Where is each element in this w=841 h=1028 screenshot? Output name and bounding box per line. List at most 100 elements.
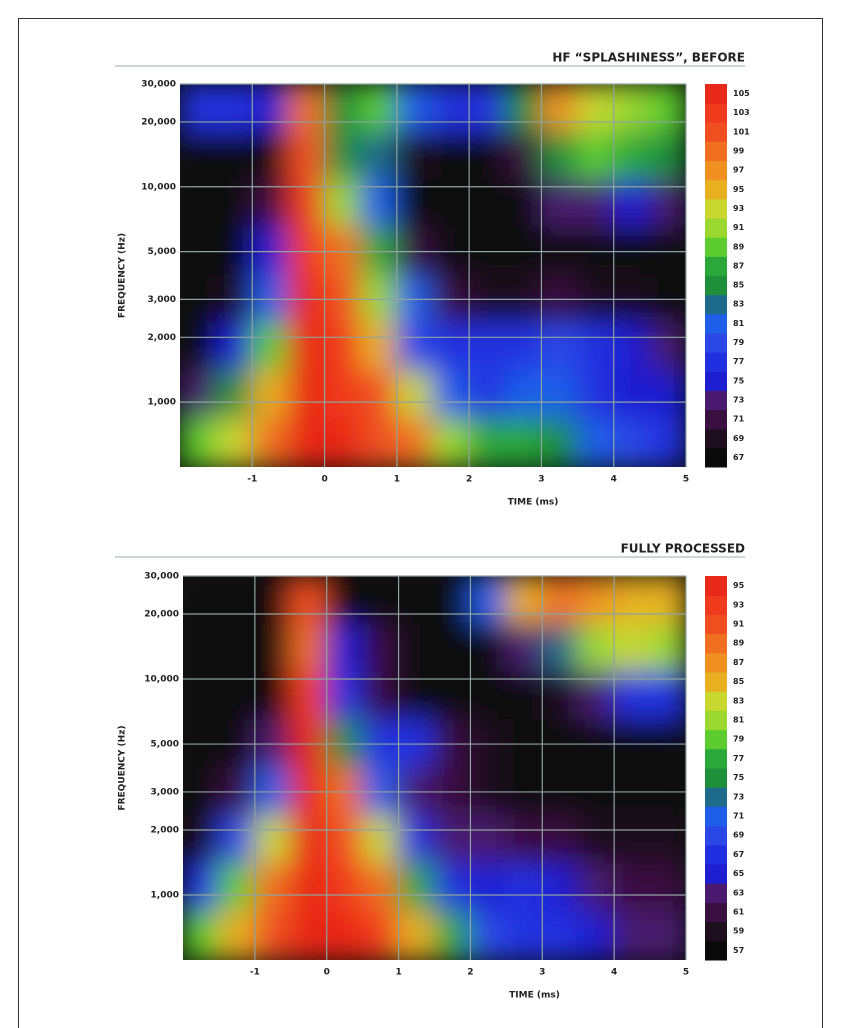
colorbar-swatch xyxy=(705,614,727,635)
heat-cell xyxy=(361,623,400,673)
y-tick-label: 20,000 xyxy=(141,117,176,127)
heat-cell xyxy=(505,623,544,673)
heat-cell xyxy=(468,130,507,181)
heat-cell xyxy=(504,418,543,467)
heat-cell xyxy=(325,623,364,673)
colorbar-swatch xyxy=(705,768,727,788)
heat-cell xyxy=(287,418,326,467)
heat-cell xyxy=(541,576,580,625)
colorbar-swatch xyxy=(705,691,727,711)
heat-cell xyxy=(648,130,686,181)
colorbar-swatch xyxy=(705,332,727,353)
heat-cell xyxy=(612,130,651,181)
heat-cell xyxy=(648,418,686,467)
y-tick-label: 2,000 xyxy=(148,333,176,343)
heat-cell xyxy=(215,130,254,181)
x-tick-label: 3 xyxy=(538,475,544,485)
heat-cell xyxy=(395,84,434,133)
heat-cell xyxy=(577,623,616,673)
heat-cell xyxy=(504,370,543,421)
heat-cell xyxy=(325,911,364,960)
heat-cell xyxy=(251,418,290,467)
colorbar-swatch xyxy=(705,672,727,692)
heat-cell xyxy=(397,863,436,913)
colorbar-swatch xyxy=(705,256,727,276)
colorbar-label: 83 xyxy=(733,300,744,309)
heat-cell xyxy=(576,370,615,421)
heat-cell xyxy=(361,911,400,960)
colorbar-swatch xyxy=(705,729,727,750)
heat-cell xyxy=(540,84,579,133)
colorbar-label: 81 xyxy=(733,716,745,725)
heat-cell xyxy=(469,863,508,913)
colorbar-swatch xyxy=(705,902,727,923)
y-axis-label: FREQUENCY (Hz) xyxy=(118,725,128,810)
heat-cell xyxy=(613,863,652,913)
colorbar-swatch xyxy=(705,844,727,865)
y-tick-label: 5,000 xyxy=(148,247,176,257)
heat-cell xyxy=(649,576,686,625)
heat-cell xyxy=(323,370,362,421)
heat-cell xyxy=(183,863,220,913)
colorbar-label: 75 xyxy=(733,773,745,782)
colorbar-label: 87 xyxy=(733,658,744,667)
y-tick-label: 2,000 xyxy=(151,825,179,835)
x-tick-label: 2 xyxy=(467,968,473,978)
heat-cell xyxy=(432,418,471,467)
colorbar-label: 89 xyxy=(733,242,745,251)
heat-cell xyxy=(468,418,507,467)
heat-cell xyxy=(289,815,328,865)
colorbar-label: 91 xyxy=(733,223,745,232)
heat-cell xyxy=(541,911,580,960)
heat-cell xyxy=(432,370,471,421)
heat-cell xyxy=(576,130,615,181)
colorbar-label: 63 xyxy=(733,888,744,897)
heat-cell xyxy=(504,322,543,373)
colorbar-swatch xyxy=(705,633,727,654)
heat-cell xyxy=(215,370,254,421)
heat-cell xyxy=(217,815,256,865)
heat-cell xyxy=(648,322,686,373)
heat-cell xyxy=(180,370,218,421)
heat-cell xyxy=(323,130,362,181)
colorbar-label: 71 xyxy=(733,415,745,424)
heat-cell xyxy=(505,863,544,913)
colorbar-swatch xyxy=(705,313,727,334)
colorbar-label: 93 xyxy=(733,204,744,213)
colorbar-label: 75 xyxy=(733,376,745,385)
x-tick-label: 0 xyxy=(324,968,330,978)
heat-cell xyxy=(217,911,256,960)
colorbar-label: 77 xyxy=(733,357,744,366)
heat-cell xyxy=(323,84,362,133)
x-tick-label: 1 xyxy=(394,475,400,485)
colorbar-swatch xyxy=(705,652,727,673)
heat-cell xyxy=(253,576,292,625)
heat-cell xyxy=(395,130,434,181)
heat-cell xyxy=(183,815,220,865)
y-tick-label: 1,000 xyxy=(148,398,176,408)
colorbar-swatch xyxy=(705,940,727,961)
heatmap xyxy=(183,576,686,960)
colorbar-label: 77 xyxy=(733,754,744,763)
heat-cell xyxy=(359,130,398,181)
heat-cell xyxy=(469,911,508,960)
colorbar-label: 69 xyxy=(733,434,745,443)
heat-cell xyxy=(505,911,544,960)
heat-cell xyxy=(613,815,652,865)
heat-cell xyxy=(253,815,292,865)
heat-cell xyxy=(468,84,507,133)
colorbar-swatch xyxy=(705,595,727,615)
y-tick-label: 3,000 xyxy=(148,295,176,305)
heat-cell xyxy=(613,623,652,673)
heat-cell xyxy=(325,863,364,913)
colorbar-swatch xyxy=(705,294,727,315)
colorbar-label: 101 xyxy=(733,127,750,136)
heat-cell xyxy=(180,418,218,467)
heat-cell xyxy=(359,370,398,421)
heat-cell xyxy=(576,322,615,373)
heat-cell xyxy=(287,130,326,181)
colorbar-swatch xyxy=(705,576,727,596)
colorbar-label: 93 xyxy=(733,600,744,609)
heat-cell xyxy=(540,322,579,373)
